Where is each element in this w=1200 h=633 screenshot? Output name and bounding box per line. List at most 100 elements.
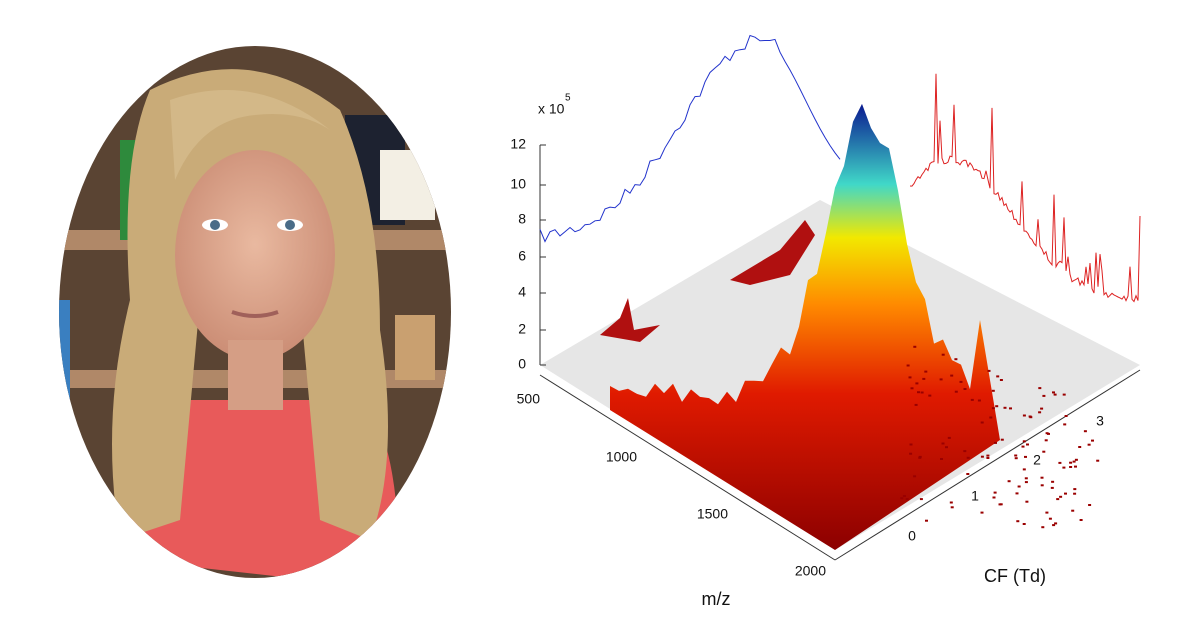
- surface-speck: [950, 374, 954, 377]
- surface-speck: [1044, 439, 1048, 442]
- surface-speck: [939, 378, 943, 381]
- surface-speck: [1022, 440, 1026, 443]
- surface-speck: [1003, 406, 1007, 409]
- z-exponent: 5: [565, 93, 571, 104]
- z-tick-label: 2: [518, 321, 526, 337]
- surface-speck: [905, 498, 909, 501]
- surface-speck: [994, 441, 997, 444]
- surface-speck: [909, 443, 913, 446]
- surface-speck: [950, 506, 954, 509]
- surface-speck: [917, 391, 920, 394]
- surface-speck: [966, 473, 970, 475]
- surface-speck: [1024, 455, 1027, 458]
- surface-speck: [993, 491, 997, 494]
- surface-speck: [1047, 432, 1050, 435]
- surface-speck: [989, 416, 993, 419]
- surface-speck: [1045, 511, 1049, 514]
- surface-speck: [1021, 445, 1025, 448]
- surface-speck: [977, 399, 981, 402]
- surface-speck: [1091, 439, 1094, 442]
- surface-speck: [910, 387, 914, 390]
- surface-speck: [922, 377, 926, 380]
- surface-speck: [1007, 480, 1011, 483]
- cf-axis: [834, 369, 1141, 561]
- surface-speck: [1038, 387, 1042, 390]
- surface-speck: [996, 375, 1000, 378]
- surface-speck: [947, 436, 951, 439]
- surface-speck: [986, 454, 990, 457]
- surface-speck: [963, 388, 967, 390]
- mz-tick-label: 1000: [606, 449, 637, 465]
- surface-speck: [1064, 415, 1068, 417]
- surface-speck: [1063, 423, 1067, 426]
- surface-speck: [1064, 492, 1067, 495]
- cf-axis-label: CF (Td): [984, 566, 1046, 586]
- surface-speck: [1087, 443, 1091, 446]
- z-tick-label: 0: [518, 356, 526, 372]
- surface-speck: [908, 376, 912, 379]
- surface-speck: [1054, 522, 1058, 525]
- surface-speck: [1028, 415, 1032, 418]
- surface-speck: [1014, 457, 1018, 460]
- mz-axis: [539, 374, 836, 561]
- surface-speck: [1074, 458, 1078, 461]
- surface-speck: [1015, 492, 1019, 495]
- surface-mountain: [610, 103, 1000, 551]
- surface-speck: [991, 389, 995, 392]
- surface-speck: [1040, 476, 1044, 479]
- surface-speck: [1024, 481, 1028, 484]
- surface-speck: [1079, 519, 1083, 521]
- cf-tick-label: 0: [908, 528, 916, 544]
- surface-speck: [945, 446, 948, 449]
- surface-speck: [906, 364, 910, 367]
- surface-speck: [1022, 468, 1026, 471]
- surface-speck: [1051, 480, 1055, 483]
- surface-speck: [986, 457, 990, 459]
- surface-speck: [1041, 526, 1045, 529]
- surface-speck: [902, 495, 906, 497]
- surface-speck: [1073, 488, 1077, 491]
- surface-speck: [949, 501, 953, 504]
- z-tick-label: 8: [518, 211, 526, 227]
- surface-speck: [1069, 461, 1073, 464]
- surface-speck: [980, 511, 984, 514]
- surface-speck: [970, 398, 974, 401]
- surface-speck: [992, 496, 996, 499]
- surface-speck: [941, 442, 945, 445]
- surface-speck: [1074, 465, 1077, 468]
- surface-speck: [909, 452, 913, 455]
- z-tick-label: 12: [510, 136, 526, 152]
- projection-line: [539, 34, 841, 243]
- surface-speck: [941, 353, 945, 356]
- surface-speck: [1052, 524, 1056, 527]
- surface-speck: [1069, 466, 1073, 468]
- surface-ridge: [600, 298, 660, 342]
- surface-speck: [924, 370, 928, 373]
- surface-speck: [1078, 446, 1082, 448]
- surface-speck: [1088, 504, 1092, 506]
- surface-speck: [966, 456, 970, 459]
- z-multiplier: x 10: [538, 101, 565, 117]
- surface-speck: [995, 405, 999, 408]
- surface-speck: [913, 475, 917, 478]
- z-tick-label: 4: [518, 284, 526, 300]
- surface-speck: [987, 369, 991, 372]
- surface-speck: [925, 519, 928, 522]
- surface-speck: [1059, 495, 1063, 498]
- surface-speck: [915, 382, 919, 385]
- surface-speck: [1022, 414, 1026, 417]
- surface-speck: [1062, 466, 1066, 469]
- cf-tick-label: 3: [1096, 413, 1104, 429]
- surface-speck: [1038, 411, 1042, 414]
- projection-line: [909, 73, 1141, 303]
- surface-speck: [1058, 461, 1062, 464]
- surface-speck: [1009, 407, 1012, 410]
- surface-speck: [1053, 393, 1057, 396]
- mz-tick-label: 1500: [697, 506, 728, 522]
- surface-speck: [1024, 477, 1028, 480]
- surface-speck: [1017, 485, 1021, 488]
- surface-speck: [991, 407, 995, 410]
- surface-speck: [1042, 450, 1046, 453]
- surface-speck: [918, 456, 922, 459]
- surface-speck: [1050, 486, 1054, 489]
